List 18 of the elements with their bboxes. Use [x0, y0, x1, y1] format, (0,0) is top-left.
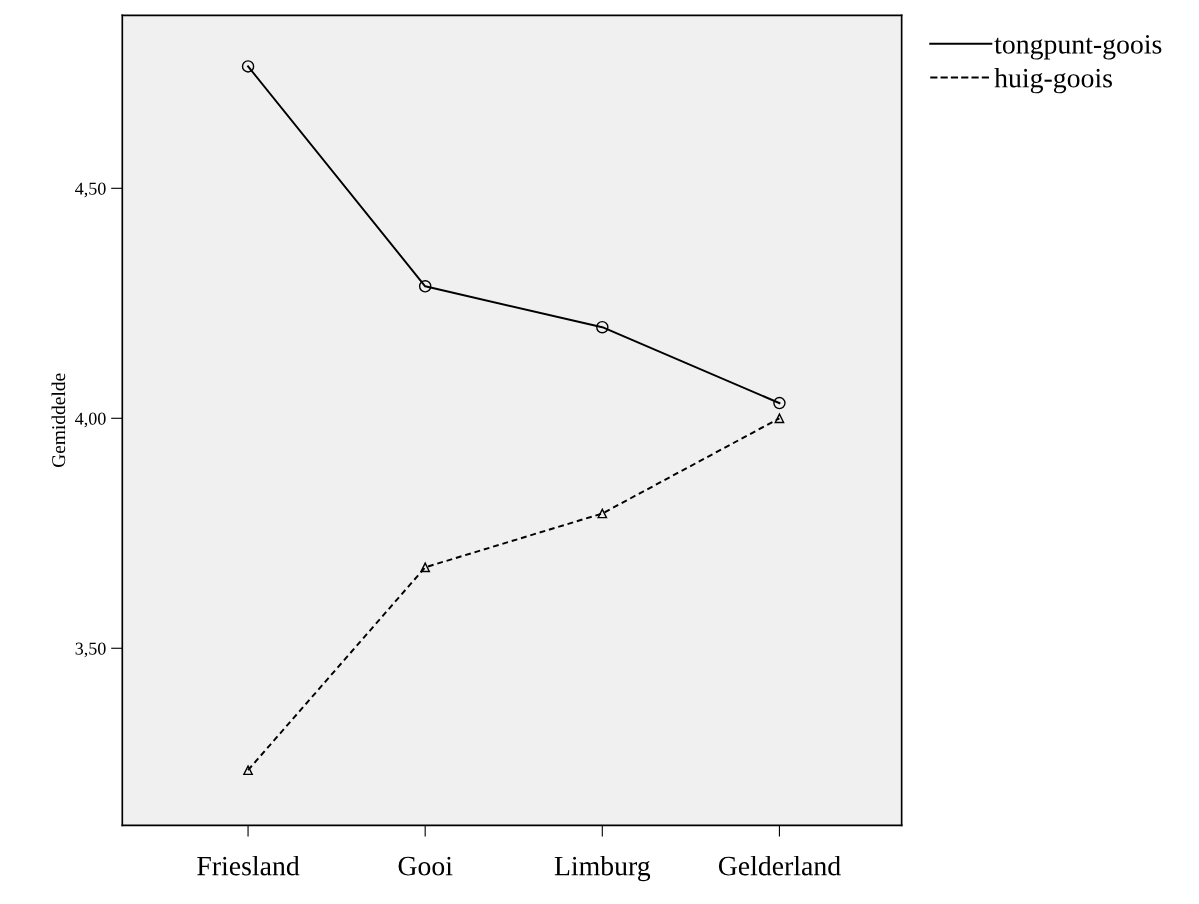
legend-label: huig-goois	[994, 67, 1112, 94]
point	[420, 562, 431, 573]
x-tick-label: Limburg	[554, 855, 651, 882]
y-tick-label: 4,00	[75, 412, 106, 428]
point	[243, 765, 253, 776]
point	[418, 280, 432, 293]
point	[596, 320, 609, 334]
y-tick-label: 4,50	[75, 182, 106, 198]
y-tick-label: 3,50	[75, 642, 106, 658]
x-tick-label: Friesland	[197, 855, 300, 876]
legend-label: tongpunt-goois	[994, 35, 1162, 60]
x-tick-label: Gooi	[398, 856, 453, 876]
y-axis-title: Gemiddelde	[51, 373, 66, 468]
point	[773, 396, 786, 410]
x-tick-label: Gelderland	[718, 855, 841, 876]
point	[241, 60, 255, 73]
point	[774, 413, 785, 424]
point	[597, 508, 608, 519]
